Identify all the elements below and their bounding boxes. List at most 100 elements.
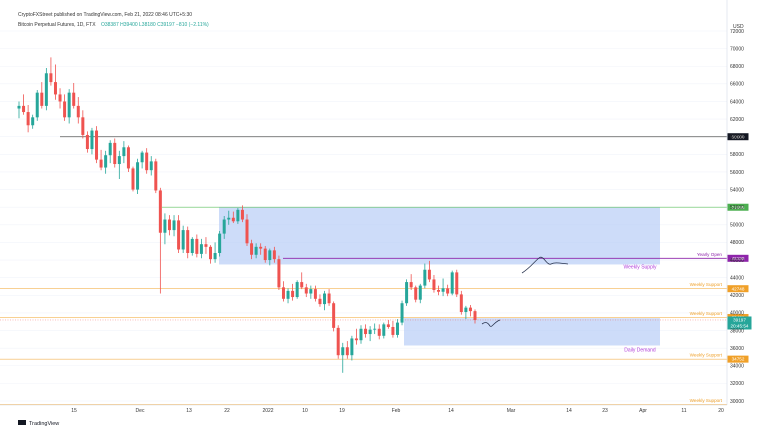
zone-box <box>219 207 660 265</box>
candle-body <box>323 293 327 305</box>
candle-body <box>309 289 313 294</box>
projection-path-upper <box>521 256 569 274</box>
candle-body <box>418 285 422 300</box>
candle-body <box>291 290 295 298</box>
candle-body <box>455 272 459 295</box>
zone-label: Weekly Supply <box>624 264 657 270</box>
candle-body <box>90 130 94 150</box>
candle-body <box>158 190 162 233</box>
price-tick-label: 64000 <box>730 99 744 105</box>
candle-body <box>117 156 121 165</box>
candle-body <box>377 328 381 336</box>
price-tick-label: 46000 <box>730 258 744 264</box>
time-tick-label: Mar <box>507 408 516 414</box>
line-name-label: Weekly Support <box>690 353 723 358</box>
projection-path-lower <box>481 319 501 327</box>
candle-body <box>108 142 112 156</box>
horizontal-lines-layer <box>0 136 727 405</box>
time-tick-label: 13 <box>186 408 192 414</box>
candle-body <box>186 230 190 253</box>
price-tick-label: 52000 <box>730 205 744 211</box>
drawings-layer <box>481 256 569 327</box>
price-tick-label: 54000 <box>730 187 744 193</box>
line-name-label: Weekly Support <box>690 311 723 316</box>
candle-body <box>395 322 399 335</box>
time-tick-label: 14 <box>566 408 572 414</box>
candle-body <box>341 347 345 356</box>
candle-body <box>131 168 135 190</box>
candle-body <box>386 324 390 327</box>
price-tag-box <box>727 133 749 141</box>
candle-body <box>281 287 285 299</box>
price-tick-label: 36000 <box>730 346 744 352</box>
candle-body <box>409 282 413 288</box>
candle-body <box>31 117 35 126</box>
time-tick-label: 15 <box>71 408 77 414</box>
candle-body <box>400 303 404 323</box>
candle-body <box>254 246 258 255</box>
time-tick-label: Apr <box>639 408 647 414</box>
price-tick-label: 66000 <box>730 82 744 88</box>
bar-countdown-label: 20:45:54 <box>731 324 749 329</box>
candle-body <box>364 328 368 335</box>
publish-info: CryptoFXStreet published on TradingView.… <box>18 12 193 18</box>
candle-body <box>172 220 176 231</box>
zones-layer <box>219 207 660 346</box>
candle-body <box>240 209 244 220</box>
time-tick-label: Feb <box>392 408 401 414</box>
candle-body <box>304 287 308 294</box>
candle-body <box>236 209 240 222</box>
candle-body <box>368 329 372 335</box>
candle-body <box>373 328 377 330</box>
price-axis[interactable]: 30000 32000 34000 36000 38000 40000 42000 44000… <box>730 29 744 405</box>
candle-body <box>391 327 395 335</box>
candle-body <box>76 105 80 118</box>
candle-body <box>136 162 140 190</box>
candle-body <box>40 92 44 106</box>
labels-layer: Weekly Supply Daily Demand 60000 51995 Yearl… <box>624 133 752 403</box>
candle-body <box>85 134 89 150</box>
candles-layer <box>17 57 477 373</box>
time-tick-label: 10 <box>302 408 308 414</box>
currency-label: USD <box>733 24 744 30</box>
price-tag-label: 42748 <box>732 286 745 291</box>
price-tick-label: 50000 <box>730 223 744 229</box>
candle-body <box>67 92 71 118</box>
time-axis[interactable]: 15 Dec 13 22 2022 10 19 Feb 14 Mar 14 23 Apr 11 20 <box>71 408 724 414</box>
time-tick-label: Dec <box>136 408 145 414</box>
candle-body <box>209 246 213 260</box>
candle-body <box>259 246 263 249</box>
candle-body <box>181 230 185 250</box>
candle-body <box>437 290 441 292</box>
candle-body <box>286 290 290 299</box>
candle-body <box>245 219 249 244</box>
price-tick-label: 68000 <box>730 64 744 70</box>
candle-body <box>327 293 331 304</box>
price-tick-label: 48000 <box>730 240 744 246</box>
candle-body <box>26 112 30 126</box>
candle-body <box>222 219 226 234</box>
tradingview-logo-text: TradingView <box>29 421 59 427</box>
candle-body <box>104 155 108 168</box>
candle-body <box>250 243 254 255</box>
candle-body <box>423 269 427 286</box>
candle-body <box>345 347 349 356</box>
symbol-name[interactable]: Bitcoin Perpetual Futures, 1D, FTX <box>18 22 96 28</box>
candle-body <box>95 130 99 160</box>
candle-body <box>81 117 85 135</box>
candle-body <box>113 142 117 165</box>
candle-body <box>268 250 272 261</box>
candle-body <box>427 269 431 280</box>
candle-body <box>277 259 281 288</box>
tradingview-logo[interactable]: TradingView <box>18 420 59 427</box>
candle-body <box>318 298 322 305</box>
price-tag-label: 51995 <box>732 205 745 210</box>
candle-body <box>432 279 436 290</box>
candle-body <box>63 101 67 118</box>
price-tag-box <box>727 254 749 262</box>
candle-body <box>44 73 48 106</box>
candle-body <box>459 294 463 313</box>
candle-body <box>354 338 358 341</box>
price-tick-label: 72000 <box>730 29 744 35</box>
